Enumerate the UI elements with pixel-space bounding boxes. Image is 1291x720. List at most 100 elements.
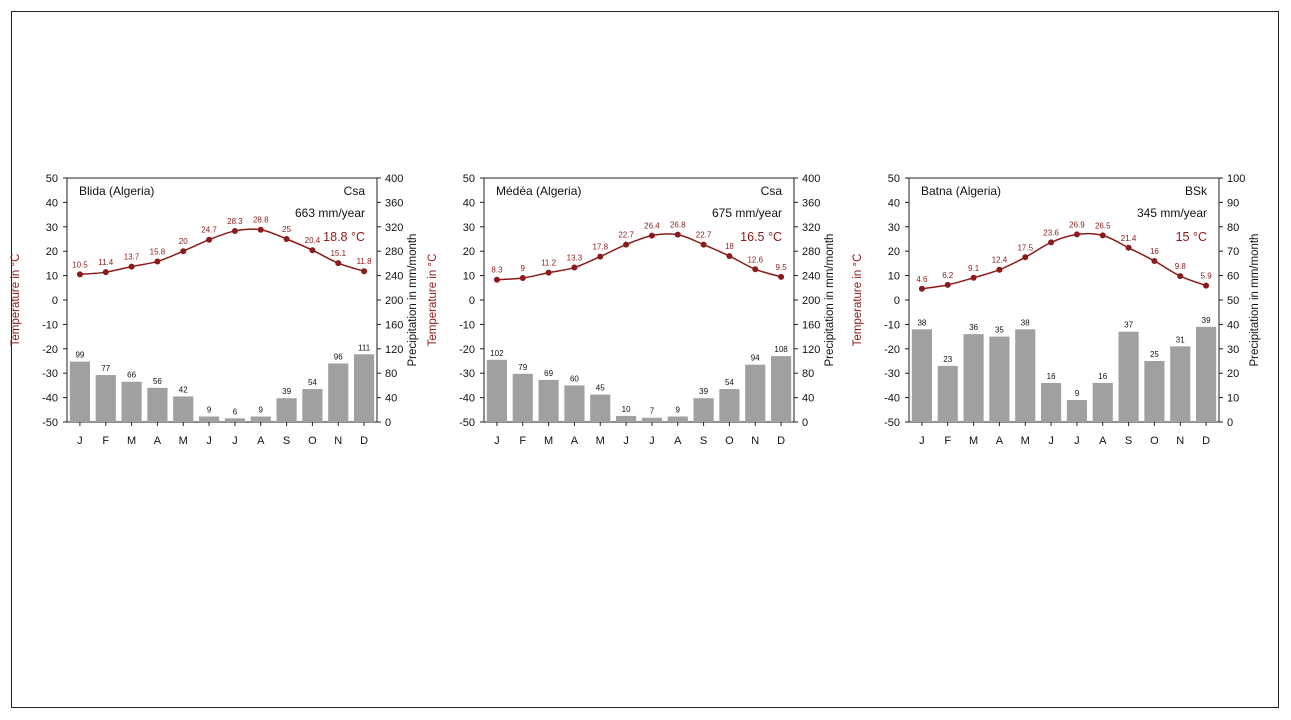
temperature-point — [571, 264, 578, 271]
month-tick-label: M — [969, 435, 978, 447]
right-tick-label: 400 — [385, 173, 403, 185]
temperature-data-label: 4.6 — [916, 275, 928, 284]
left-tick-label: -40 — [42, 393, 58, 405]
precipitation-data-label: 25 — [1150, 350, 1159, 359]
temperature-point — [1099, 232, 1106, 239]
month-tick-label: M — [544, 435, 553, 447]
left-tick-label: 50 — [463, 173, 475, 185]
precipitation-bar — [224, 418, 245, 422]
figure-frame — [11, 11, 1279, 708]
temperature-data-label: 12.6 — [747, 255, 763, 264]
right-tick-label: 200 — [802, 295, 820, 307]
precipitation-data-label: 16 — [1098, 372, 1107, 381]
temperature-point — [76, 271, 83, 278]
precipitation-data-label: 23 — [943, 355, 952, 364]
month-tick-label: D — [777, 435, 785, 447]
temperature-data-label: 8.3 — [491, 266, 503, 275]
month-tick-label: O — [725, 435, 734, 447]
temperature-data-label: 24.7 — [201, 226, 217, 235]
precipitation-bar — [328, 363, 349, 422]
right-tick-label: 280 — [385, 246, 403, 258]
month-tick-label: J — [649, 435, 655, 447]
temperature-point — [180, 248, 187, 255]
temperature-data-label: 12.4 — [992, 256, 1008, 265]
temperature-point — [309, 247, 316, 254]
precipitation-data-label: 9 — [259, 406, 264, 415]
right-tick-label: 320 — [385, 222, 403, 234]
temperature-point — [154, 258, 161, 265]
temperature-data-label: 13.7 — [124, 253, 140, 262]
month-tick-label: N — [1176, 435, 1184, 447]
right-tick-label: 120 — [385, 344, 403, 356]
month-tick-label: J — [623, 435, 629, 447]
precipitation-bar — [1144, 361, 1165, 422]
month-tick-label: M — [179, 435, 188, 447]
left-tick-label: 30 — [888, 222, 900, 234]
right-tick-label: 200 — [385, 295, 403, 307]
left-tick-label: -20 — [459, 344, 475, 356]
month-tick-label: J — [77, 435, 83, 447]
precipitation-data-label: 9 — [676, 406, 681, 415]
precipitation-data-label: 96 — [334, 352, 343, 361]
temperature-point — [944, 281, 951, 288]
temperature-data-label: 26.5 — [1095, 221, 1111, 230]
temperature-point — [752, 266, 759, 273]
precipitation-data-label: 54 — [308, 378, 317, 387]
precipitation-bar — [937, 365, 958, 422]
right-axis-title: Precipitation in mm/month — [1249, 234, 1261, 367]
precipitation-bar — [199, 416, 220, 422]
right-tick-label: 320 — [802, 222, 820, 234]
precipitation-bar — [641, 417, 662, 422]
right-tick-label: 100 — [1227, 173, 1245, 185]
temperature-point — [726, 253, 733, 260]
precipitation-data-label: 69 — [544, 369, 553, 378]
precipitation-bar — [173, 396, 194, 422]
temperature-point — [597, 253, 604, 260]
month-tick-label: N — [334, 435, 342, 447]
station-title: Batna (Algeria) — [921, 184, 1001, 198]
precipitation-bar — [963, 334, 984, 422]
temperature-point — [1048, 239, 1055, 246]
temperature-point — [623, 241, 630, 248]
right-tick-label: 40 — [385, 393, 397, 405]
month-tick-label: F — [519, 435, 526, 447]
precipitation-data-label: 35 — [995, 326, 1004, 335]
chart-panel-3: -50 -40 -30 -20 -10 0 10 20 30 40 50 0 10 20 30 40 50 60 7… — [852, 173, 1261, 447]
temperature-point — [918, 285, 925, 292]
temperature-data-label: 6.2 — [942, 271, 954, 280]
right-tick-label: 120 — [802, 344, 820, 356]
left-tick-label: -10 — [459, 319, 475, 331]
temperature-data-label: 25 — [282, 225, 291, 234]
temperature-data-label: 18 — [725, 242, 734, 251]
precipitation-bar — [1066, 400, 1087, 422]
temperature-point — [493, 276, 500, 283]
temperature-data-label: 10.5 — [72, 260, 88, 269]
precipitation-data-label: 39 — [699, 387, 708, 396]
temperature-data-label: 20.4 — [305, 236, 321, 245]
temperature-data-label: 11.4 — [98, 258, 114, 267]
right-tick-label: 400 — [802, 173, 820, 185]
chart-panel-1: -50 -40 -30 -20 -10 0 10 20 30 40 50 0 40 80 120 160 200… — [10, 173, 419, 447]
left-tick-label: -10 — [884, 319, 900, 331]
precipitation-bar — [693, 398, 714, 422]
month-tick-label: D — [1202, 435, 1210, 447]
right-tick-label: 90 — [1227, 197, 1239, 209]
left-tick-label: -20 — [42, 344, 58, 356]
temperature-point — [778, 273, 785, 280]
temperature-data-label: 22.7 — [696, 231, 712, 240]
precipitation-data-label: 9 — [207, 406, 212, 415]
precipitation-bar — [512, 373, 533, 422]
annual-precipitation-label: 675 mm/year — [712, 206, 782, 220]
precipitation-data-label: 39 — [282, 387, 291, 396]
right-tick-label: 40 — [1227, 319, 1239, 331]
temperature-point — [231, 227, 238, 234]
climate-class-label: Csa — [761, 184, 783, 198]
left-tick-label: 20 — [888, 246, 900, 258]
right-tick-label: 50 — [1227, 295, 1239, 307]
precipitation-data-label: 38 — [1021, 318, 1030, 327]
temperature-data-label: 26.8 — [670, 221, 686, 230]
month-tick-label: A — [571, 435, 579, 447]
right-tick-label: 70 — [1227, 246, 1239, 258]
precipitation-data-label: 36 — [969, 323, 978, 332]
temperature-point — [361, 268, 368, 275]
